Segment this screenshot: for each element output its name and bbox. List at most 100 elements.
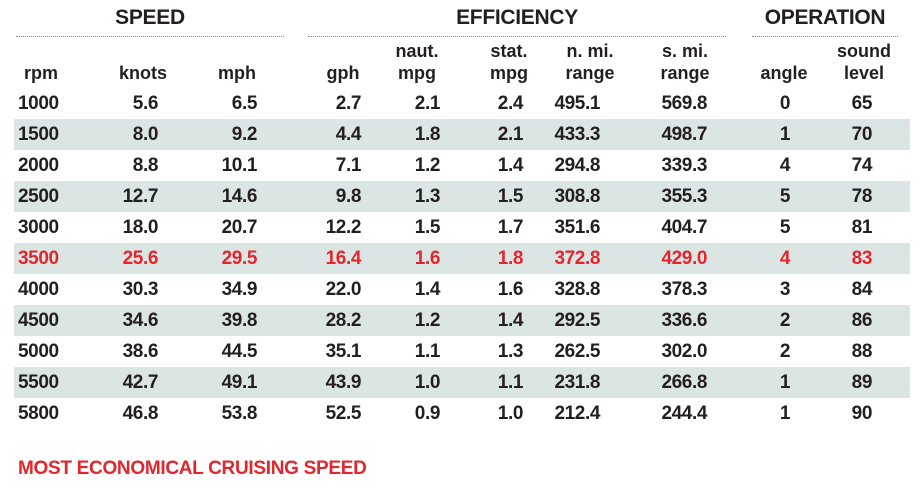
group-label: EFFICIENCY — [456, 6, 578, 29]
table-cell: 1 — [779, 372, 791, 393]
header-line: s. mi. — [661, 41, 709, 61]
table-cell: 5 — [779, 217, 791, 238]
table-cell: 2 — [779, 341, 791, 362]
table-cell: 1 — [779, 124, 791, 145]
table-cell: 2 — [779, 310, 791, 331]
table-cell: 4 — [779, 155, 791, 176]
table-cell: 339.3 — [661, 155, 707, 176]
header-line: mpg — [490, 63, 528, 83]
table-cell: 1.5 — [414, 217, 441, 238]
table-cell: 5000 — [18, 341, 59, 362]
table-cell: 7.1 — [335, 155, 362, 176]
table-cell: 1.6 — [414, 248, 441, 269]
table-cell: 74 — [851, 155, 873, 176]
table-cell: 2000 — [18, 155, 59, 176]
table-cell: 49.1 — [221, 372, 258, 393]
table-cell: 43.9 — [325, 372, 362, 393]
table-cell: 20.7 — [221, 217, 258, 238]
table-cell: 1.3 — [414, 186, 441, 207]
table-cell: 70 — [851, 124, 873, 145]
table-cell: 1 — [779, 403, 791, 424]
header-line: mph — [218, 63, 256, 83]
table-cell: 1.4 — [497, 310, 524, 331]
table-row: 2500 12.7 14.6 9.8 1.3 1.5 308.8 355.3 5 78 — [14, 181, 910, 212]
footnote: MOST ECONOMICAL CRUISING SPEED — [18, 458, 367, 479]
table-cell: 4500 — [18, 310, 59, 331]
table-cell: 1.4 — [414, 279, 441, 300]
table-row: 3500 25.6 29.5 16.4 1.6 1.8 372.8 429.0 4 83 — [14, 243, 910, 274]
table-cell: 28.2 — [325, 310, 362, 331]
table-cell: 292.5 — [554, 310, 600, 331]
table-cell: 78 — [851, 186, 873, 207]
table-cell: 1.3 — [497, 341, 524, 362]
group-efficiency: EFFICIENCY — [308, 6, 726, 37]
column-header: gph — [315, 38, 371, 84]
table-cell: 0 — [779, 93, 791, 114]
table-cell: 9.8 — [335, 186, 362, 207]
table-cell: 262.5 — [554, 341, 600, 362]
column-header: knots — [110, 38, 176, 84]
table-cell: 569.8 — [661, 93, 707, 114]
table-cell: 1.5 — [497, 186, 524, 207]
table-cell: 42.7 — [122, 372, 159, 393]
table-cell: 89 — [851, 372, 873, 393]
header-line: level — [843, 63, 885, 83]
table-row: 5500 42.7 49.1 43.9 1.0 1.1 231.8 266.8 1 89 — [14, 367, 910, 398]
table-row: 3000 18.0 20.7 12.2 1.5 1.7 351.6 404.7 5 81 — [14, 212, 910, 243]
column-header: rpm — [16, 38, 66, 84]
table-cell: 3000 — [18, 217, 59, 238]
table-cell: 3500 — [18, 248, 59, 269]
header-line: n. mi. — [566, 41, 614, 61]
table-cell: 4 — [779, 248, 791, 269]
header-line: mpg — [398, 63, 436, 83]
table-cell: 355.3 — [661, 186, 707, 207]
table-cell: 9.2 — [231, 124, 258, 145]
table-row: 4000 30.3 34.9 22.0 1.4 1.6 328.8 378.3 3 84 — [14, 274, 910, 305]
table-cell: 336.6 — [661, 310, 707, 331]
table-cell: 65 — [851, 93, 873, 114]
table-cell: 1.0 — [497, 403, 524, 424]
header-line: range — [565, 63, 615, 83]
table-cell: 1.4 — [497, 155, 524, 176]
table-cell: 1.8 — [497, 248, 524, 269]
table-cell: 231.8 — [554, 372, 600, 393]
header-line: naut. — [395, 41, 439, 61]
group-operation: OPERATION — [752, 6, 898, 37]
table-cell: 8.8 — [132, 155, 159, 176]
table-cell: 16.4 — [325, 248, 362, 269]
table-cell: 88 — [851, 341, 873, 362]
table-cell: 30.3 — [122, 279, 159, 300]
table-cell: 266.8 — [661, 372, 707, 393]
table-cell: 90 — [851, 403, 873, 424]
table-cell: 0.9 — [414, 403, 441, 424]
table-cell: 433.3 — [554, 124, 600, 145]
header-line: gph — [326, 63, 360, 83]
table-cell: 39.8 — [221, 310, 258, 331]
column-header: mph — [205, 38, 269, 84]
table-row: 1000 5.6 6.5 2.7 2.1 2.4 495.1 569.8 0 65 — [14, 88, 910, 119]
table-cell: 52.5 — [325, 403, 362, 424]
table-cell: 6.5 — [231, 93, 258, 114]
table-cell: 294.8 — [554, 155, 600, 176]
header-line: angle — [760, 63, 808, 83]
table-cell: 372.8 — [554, 248, 600, 269]
table-cell: 18.0 — [122, 217, 159, 238]
table-cell: 12.7 — [122, 186, 159, 207]
table-cell: 1.2 — [414, 155, 441, 176]
table-cell: 2.4 — [497, 93, 524, 114]
table-cell: 212.4 — [554, 403, 600, 424]
column-header: stat. mpg — [478, 38, 540, 84]
column-header: naut. mpg — [386, 38, 448, 84]
table-cell: 14.6 — [221, 186, 258, 207]
table-cell: 38.6 — [122, 341, 159, 362]
column-header: n. mi. range — [555, 38, 625, 84]
header-line: rpm — [23, 63, 58, 83]
table-cell: 498.7 — [661, 124, 707, 145]
header-line: sound — [837, 41, 891, 61]
table-cell: 1000 — [18, 93, 59, 114]
table-cell: 429.0 — [661, 248, 707, 269]
table-cell: 328.8 — [554, 279, 600, 300]
table-cell: 5500 — [18, 372, 59, 393]
table-cell: 84 — [851, 279, 873, 300]
group-speed: SPEED — [16, 6, 284, 37]
